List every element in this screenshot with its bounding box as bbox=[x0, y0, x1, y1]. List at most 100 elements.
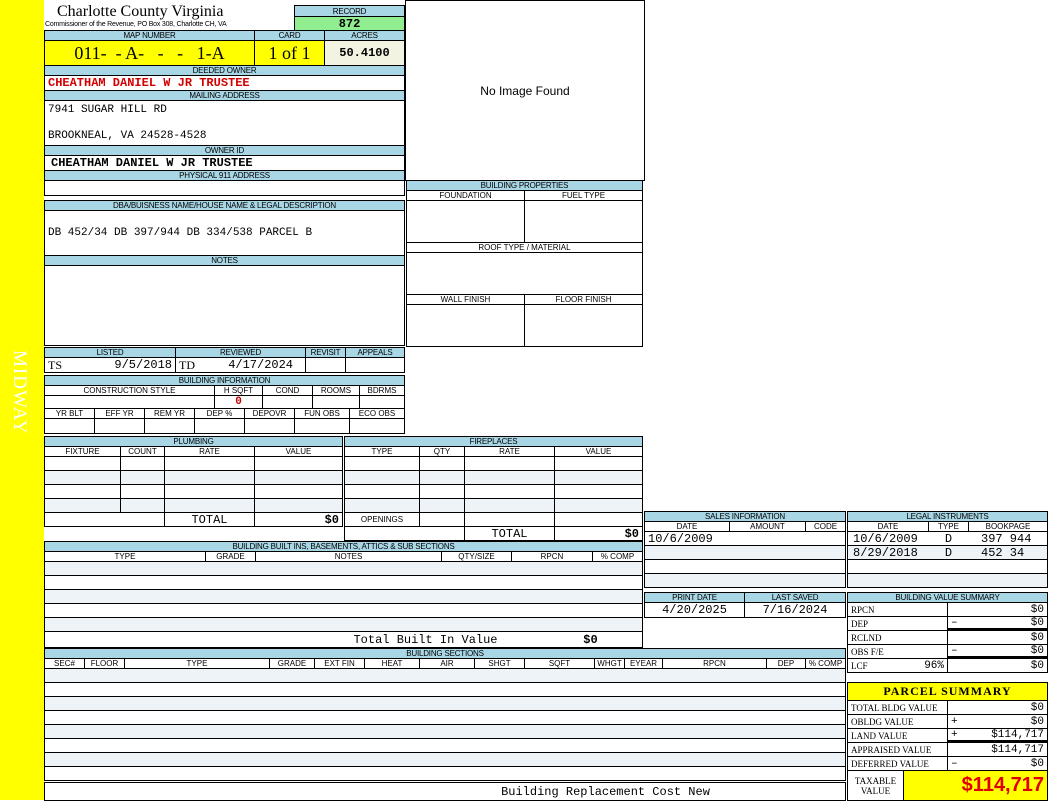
plumbing-total-label: TOTAL bbox=[164, 512, 255, 527]
fireplace-cell[interactable] bbox=[554, 470, 643, 485]
fireplace-cell[interactable] bbox=[464, 498, 555, 513]
built-ins-row[interactable] bbox=[44, 561, 643, 576]
plumbing-cell[interactable] bbox=[120, 498, 165, 513]
bvs-sign: – bbox=[951, 644, 958, 657]
fireplace-cell[interactable] bbox=[419, 484, 465, 499]
fireplace-cell[interactable] bbox=[344, 456, 420, 471]
plumbing-cell[interactable] bbox=[254, 484, 343, 499]
listed-by: TS bbox=[48, 357, 63, 372]
notes-field[interactable] bbox=[44, 265, 405, 346]
parcel-row-label: DEFERRED VALUE bbox=[847, 756, 948, 771]
plumbing-cell[interactable] bbox=[254, 498, 343, 513]
parcel-value-cell: $114,717 bbox=[947, 742, 1048, 757]
building-info-value[interactable] bbox=[349, 418, 405, 434]
sales-row[interactable] bbox=[644, 545, 846, 560]
built-ins-row[interactable] bbox=[44, 603, 643, 618]
fireplace-cell[interactable] bbox=[419, 498, 465, 513]
district-strip: MIDWAY bbox=[0, 0, 44, 800]
plumbing-cell[interactable] bbox=[120, 484, 165, 499]
fireplace-cell[interactable] bbox=[419, 470, 465, 485]
roof-type-value[interactable] bbox=[406, 252, 643, 295]
fireplace-cell[interactable] bbox=[464, 470, 555, 485]
physical-address[interactable] bbox=[44, 180, 405, 196]
fuel-type-value[interactable] bbox=[524, 200, 643, 243]
plumbing-cell[interactable] bbox=[254, 456, 343, 471]
fireplace-cell[interactable] bbox=[464, 484, 555, 499]
bvs-value-cell: $0 bbox=[947, 602, 1048, 617]
last-saved: 7/16/2024 bbox=[744, 602, 846, 618]
sales-row[interactable]: 10/6/2009 bbox=[644, 531, 846, 546]
taxable-value: $114,717 bbox=[903, 770, 1048, 801]
openings-qty[interactable] bbox=[419, 512, 465, 527]
fireplace-cell[interactable] bbox=[344, 470, 420, 485]
appeals-value[interactable] bbox=[345, 357, 405, 373]
building-info-value[interactable] bbox=[94, 418, 145, 434]
legal-instrument-row[interactable] bbox=[847, 573, 1048, 588]
legal-instrument-row[interactable] bbox=[847, 559, 1048, 574]
bvs-value: $0 bbox=[1030, 616, 1044, 629]
plumbing-cell[interactable] bbox=[164, 498, 255, 513]
building-section-row[interactable] bbox=[44, 696, 846, 711]
floor-finish-value[interactable] bbox=[524, 304, 643, 347]
building-section-row[interactable] bbox=[44, 710, 846, 725]
legal-instrument-type: D bbox=[944, 531, 953, 546]
bvs-row-label: DEP bbox=[847, 616, 948, 631]
openings-label: OPENINGS bbox=[344, 512, 420, 527]
revisit-value[interactable] bbox=[305, 357, 346, 373]
bvs-sign: – bbox=[951, 616, 958, 629]
legal-description[interactable]: DB 452/34 DB 397/944 DB 334/538 PARCEL B bbox=[44, 210, 405, 256]
plumbing-cell[interactable] bbox=[120, 470, 165, 485]
fireplace-cell[interactable] bbox=[344, 484, 420, 499]
openings-value[interactable] bbox=[554, 512, 643, 527]
sales-row[interactable] bbox=[644, 559, 846, 574]
building-info-value[interactable] bbox=[44, 418, 95, 434]
building-info-value[interactable] bbox=[312, 395, 360, 409]
plumbing-cell[interactable] bbox=[44, 484, 121, 499]
building-section-row[interactable] bbox=[44, 682, 846, 697]
bvs-percent: 96% bbox=[924, 659, 944, 672]
plumbing-cell[interactable] bbox=[164, 484, 255, 499]
print-date: 4/20/2025 bbox=[644, 602, 745, 618]
built-ins-row[interactable] bbox=[44, 575, 643, 590]
fireplace-cell[interactable] bbox=[554, 484, 643, 499]
plumbing-cell[interactable] bbox=[164, 456, 255, 471]
plumbing-cell[interactable] bbox=[120, 456, 165, 471]
bvs-value-cell: $0 bbox=[947, 630, 1048, 645]
sales-row[interactable] bbox=[644, 573, 846, 588]
building-section-row[interactable] bbox=[44, 752, 846, 767]
fireplace-cell[interactable] bbox=[554, 498, 643, 513]
plumbing-cell[interactable] bbox=[164, 470, 255, 485]
building-section-row[interactable] bbox=[44, 724, 846, 739]
building-section-row[interactable] bbox=[44, 766, 846, 781]
building-info-value[interactable] bbox=[194, 418, 245, 434]
fireplace-cell[interactable] bbox=[554, 456, 643, 471]
fireplace-cell[interactable] bbox=[419, 456, 465, 471]
plumbing-cell[interactable] bbox=[44, 456, 121, 471]
foundation-value[interactable] bbox=[406, 200, 525, 243]
building-section-row[interactable] bbox=[44, 668, 846, 683]
parcel-sign: + bbox=[951, 715, 958, 728]
plumbing-cell[interactable] bbox=[254, 470, 343, 485]
plumbing-cell[interactable] bbox=[44, 498, 121, 513]
building-info-value[interactable] bbox=[44, 395, 215, 409]
built-ins-row[interactable] bbox=[44, 617, 643, 632]
building-info-value[interactable] bbox=[144, 418, 195, 434]
bvs-label: LCF bbox=[851, 660, 868, 671]
fireplace-cell[interactable] bbox=[344, 498, 420, 513]
openings-rate[interactable] bbox=[464, 512, 555, 527]
built-ins-row[interactable] bbox=[44, 589, 643, 604]
building-info-value[interactable] bbox=[262, 395, 313, 409]
building-info-value[interactable] bbox=[244, 418, 295, 434]
building-info-value[interactable]: 0 bbox=[214, 395, 263, 409]
plumbing-cell[interactable] bbox=[44, 470, 121, 485]
wall-finish-value[interactable] bbox=[406, 304, 525, 347]
parcel-row-label: LAND VALUE bbox=[847, 728, 948, 743]
card-number: 1 of 1 bbox=[254, 40, 325, 66]
fireplace-cell[interactable] bbox=[464, 456, 555, 471]
building-section-row[interactable] bbox=[44, 738, 846, 753]
building-info-value[interactable] bbox=[294, 418, 350, 434]
parcel-value: $0 bbox=[1030, 715, 1044, 728]
building-info-value[interactable] bbox=[359, 395, 405, 409]
legal-instrument-date: 8/29/2018 bbox=[853, 545, 918, 560]
acres-value: 50.4100 bbox=[324, 40, 405, 66]
